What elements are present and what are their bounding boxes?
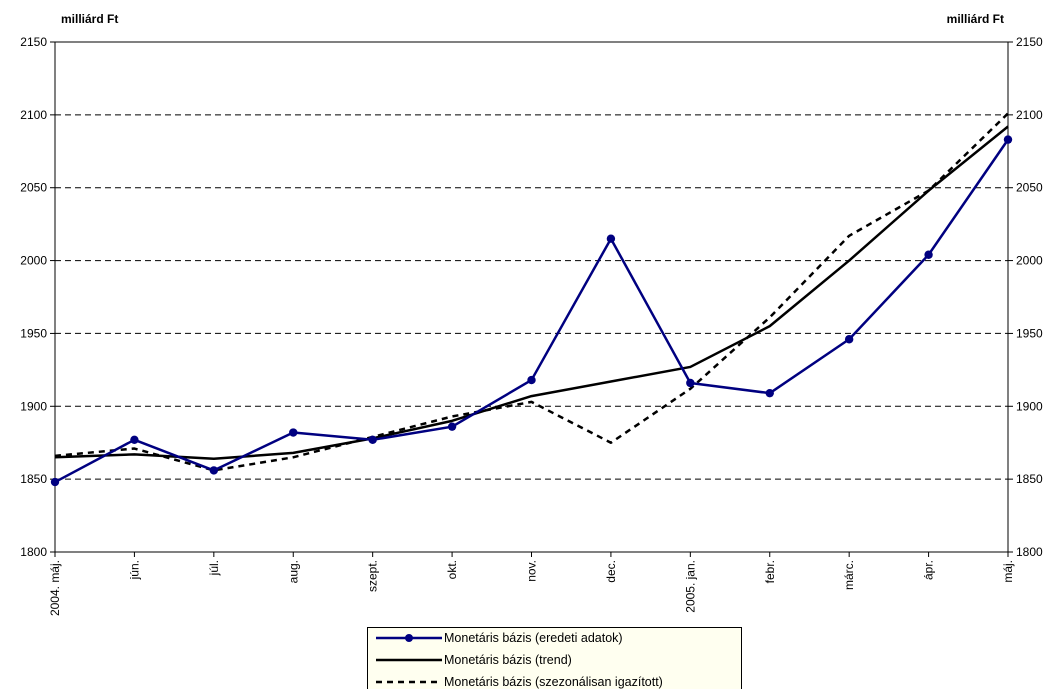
y-tick-label-right: 1800 xyxy=(1016,545,1043,559)
x-tick-label: nov. xyxy=(525,560,539,582)
x-tick-label: 2004. máj. xyxy=(48,560,62,616)
y-tick-label-left: 1900 xyxy=(20,399,47,413)
y-tick-label-right: 2050 xyxy=(1016,181,1043,195)
series-point-original xyxy=(765,388,774,398)
series-point-original xyxy=(447,422,457,431)
series-point-original xyxy=(527,375,536,385)
axis-ticks: 1800 1800 1850 1850 1900 1900 1950 1950 2000 2000… xyxy=(20,35,1043,616)
y-tick-label-left: 2000 xyxy=(20,254,47,268)
x-tick-label: jún. xyxy=(127,560,141,580)
legend-label-seasonal: Monetáris bázis (szezonálisan igazított) xyxy=(444,675,663,689)
legend-label-original: Monetáris bázis (eredeti adatok) xyxy=(444,631,623,645)
series-point-original xyxy=(289,428,298,437)
plot-area xyxy=(54,41,1009,553)
x-tick-label: máj. xyxy=(1001,560,1015,583)
y-tick-label-left: 1800 xyxy=(20,545,47,559)
y-tick-label-right: 2000 xyxy=(1016,254,1043,268)
x-tick-label: aug. xyxy=(286,560,300,583)
y-tick-label-left: 2100 xyxy=(20,108,47,122)
gridlines xyxy=(55,41,1008,480)
legend-item-original: Monetáris bázis (eredeti adatok) xyxy=(368,630,741,648)
x-tick-label: márc. xyxy=(842,560,856,590)
series-line-trend xyxy=(54,125,1009,460)
x-tick-label: szept. xyxy=(366,560,380,592)
x-tick-label: febr. xyxy=(763,560,777,583)
x-tick-label: 2005. jan. xyxy=(683,560,697,613)
series-line-seasonal xyxy=(54,112,1009,472)
y-tick-label-left: 1850 xyxy=(20,472,47,486)
legend-item-trend: Monetáris bázis (trend) xyxy=(368,652,741,670)
legend-swatch-original xyxy=(376,634,442,642)
x-tick-label: júl. xyxy=(207,560,221,576)
y-axis-unit-right: milliárd Ft xyxy=(946,12,1004,26)
x-tick-label: okt. xyxy=(445,560,459,579)
series-point-original xyxy=(606,234,616,243)
y-tick-label-right: 1900 xyxy=(1016,399,1043,413)
series-point-original xyxy=(844,335,854,344)
x-tick-label: ápr. xyxy=(922,560,936,580)
series-point-original xyxy=(686,378,695,388)
y-tick-label-right: 2100 xyxy=(1016,108,1043,122)
y-tick-label-right: 1950 xyxy=(1016,326,1043,340)
y-tick-label-right: 2150 xyxy=(1016,35,1043,49)
series-point-original xyxy=(209,466,219,475)
x-tick-label: dec. xyxy=(604,560,618,583)
y-tick-label-left: 2050 xyxy=(20,181,47,195)
legend-swatch-trend xyxy=(376,658,442,662)
series-point-original xyxy=(368,435,377,444)
series-point-original xyxy=(130,435,139,444)
legend-swatch-seasonal xyxy=(376,680,442,684)
series-point-original xyxy=(1003,135,1013,144)
y-tick-label-left: 1950 xyxy=(20,326,47,340)
legend: Monetáris bázis (eredeti adatok) Monetár… xyxy=(367,627,742,689)
legend-label-trend: Monetáris bázis (trend) xyxy=(444,653,572,667)
series xyxy=(50,112,1013,487)
series-line-original xyxy=(54,138,1010,484)
series-point-original xyxy=(50,477,60,487)
y-tick-label-left: 2150 xyxy=(20,35,47,49)
legend-item-seasonal: Monetáris bázis (szezonálisan igazított) xyxy=(368,674,741,689)
y-axis-unit-left: milliárd Ft xyxy=(61,12,119,26)
y-tick-label-right: 1850 xyxy=(1016,472,1043,486)
series-point-original xyxy=(924,250,933,259)
